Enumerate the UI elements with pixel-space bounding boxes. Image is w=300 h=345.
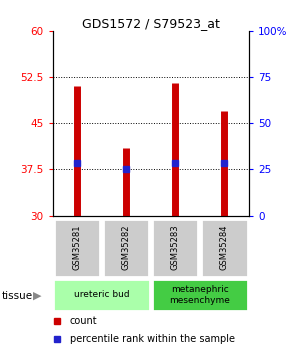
Bar <box>54 219 100 277</box>
Text: GSM35283: GSM35283 <box>171 225 180 270</box>
Bar <box>201 219 248 277</box>
Text: tissue: tissue <box>2 291 33 300</box>
Bar <box>152 279 248 311</box>
Text: metanephric
mesenchyme: metanephric mesenchyme <box>169 285 230 305</box>
Text: ureteric bud: ureteric bud <box>74 290 129 299</box>
Bar <box>103 219 149 277</box>
Text: GSM35282: GSM35282 <box>122 225 131 270</box>
Title: GDS1572 / S79523_at: GDS1572 / S79523_at <box>82 17 220 30</box>
Text: percentile rank within the sample: percentile rank within the sample <box>70 334 235 344</box>
Bar <box>53 279 150 311</box>
Bar <box>152 219 198 277</box>
Text: ▶: ▶ <box>33 291 42 300</box>
Text: GSM35281: GSM35281 <box>73 225 82 270</box>
Text: count: count <box>70 316 97 326</box>
Text: GSM35284: GSM35284 <box>220 225 229 270</box>
